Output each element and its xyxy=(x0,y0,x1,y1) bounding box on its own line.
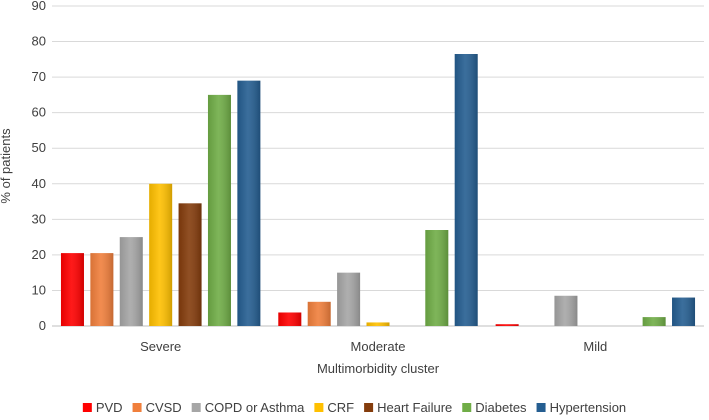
legend-label-copd-or-asthma: COPD or Asthma xyxy=(205,400,305,415)
y-tick-label-30: 30 xyxy=(32,211,46,226)
legend-item-hypertension: Hypertension xyxy=(536,400,627,415)
bar-shading-severe-hypertension xyxy=(237,80,261,327)
y-axis-tick-labels: 0 10 20 30 40 50 60 70 80 90 xyxy=(32,0,46,333)
legend-swatch-copd-or-asthma xyxy=(191,403,201,412)
legend: PVD CVSD COPD or Asthma CRF Heart Failure Dia… xyxy=(82,400,627,415)
legend-item-diabetes: Diabetes xyxy=(462,400,527,415)
y-tick-label-40: 40 xyxy=(32,176,46,191)
legend-item-copd-or-asthma: COPD or Asthma xyxy=(191,400,305,415)
legend-item-crf: CRF xyxy=(314,400,354,415)
x-axis-title: Multimorbidity cluster xyxy=(317,361,440,376)
legend-label-cvsd: CVSD xyxy=(146,400,182,415)
legend-label-crf: CRF xyxy=(327,400,354,415)
bar-shading-severe-pvd xyxy=(60,253,84,326)
legend-swatch-diabetes xyxy=(462,403,472,412)
bar-shading-severe-heart-failure xyxy=(178,203,202,326)
legend-item-heart-failure: Heart Failure xyxy=(364,400,452,415)
y-tick-label-90: 90 xyxy=(32,0,46,13)
bar-shading-moderate-hypertension xyxy=(454,54,478,326)
bars xyxy=(60,54,696,327)
y-tick-label-0: 0 xyxy=(39,318,46,333)
y-tick-label-20: 20 xyxy=(32,247,46,262)
legend-label-hypertension: Hypertension xyxy=(550,400,627,415)
y-axis-title: % of patients xyxy=(0,128,13,204)
bar-shading-mild-hypertension xyxy=(672,297,696,326)
legend-swatch-heart-failure xyxy=(364,403,374,412)
legend-label-diabetes: Diabetes xyxy=(475,400,527,415)
bar-shading-mild-pvd xyxy=(495,324,519,326)
bar-shading-moderate-copd-or-asthma xyxy=(337,272,361,326)
bar-shading-moderate-crf xyxy=(366,322,390,326)
bar-shading-moderate-cvsd xyxy=(307,301,331,326)
y-tick-label-50: 50 xyxy=(32,140,46,155)
legend-swatch-hypertension xyxy=(536,403,546,412)
bar-shading-severe-diabetes xyxy=(207,94,231,326)
legend-swatch-crf xyxy=(314,403,324,412)
bar-shading-mild-copd-or-asthma xyxy=(554,295,578,326)
x-tick-label-moderate: Moderate xyxy=(351,339,406,354)
legend-item-cvsd: CVSD xyxy=(132,400,182,415)
legend-label-pvd: PVD xyxy=(96,400,123,415)
bar-shading-moderate-pvd xyxy=(278,312,302,326)
bar-shading-moderate-diabetes xyxy=(425,230,449,326)
y-tick-label-10: 10 xyxy=(32,282,46,297)
legend-swatch-cvsd xyxy=(132,403,142,412)
legend-swatch-pvd xyxy=(82,403,92,412)
y-tick-label-70: 70 xyxy=(32,69,46,84)
x-axis-tick-labels: Severe Moderate Mild xyxy=(140,339,607,354)
legend-label-heart-failure: Heart Failure xyxy=(377,400,452,415)
y-tick-label-60: 60 xyxy=(32,105,46,120)
x-tick-label-mild: Mild xyxy=(583,339,607,354)
bar-shading-severe-crf xyxy=(149,183,173,326)
bar-shading-mild-diabetes xyxy=(642,317,666,326)
y-tick-label-80: 80 xyxy=(32,34,46,49)
x-tick-label-severe: Severe xyxy=(140,339,181,354)
bar-shading-severe-copd-or-asthma xyxy=(119,237,143,326)
bar-shading-severe-cvsd xyxy=(90,253,114,326)
legend-item-pvd: PVD xyxy=(82,400,123,415)
